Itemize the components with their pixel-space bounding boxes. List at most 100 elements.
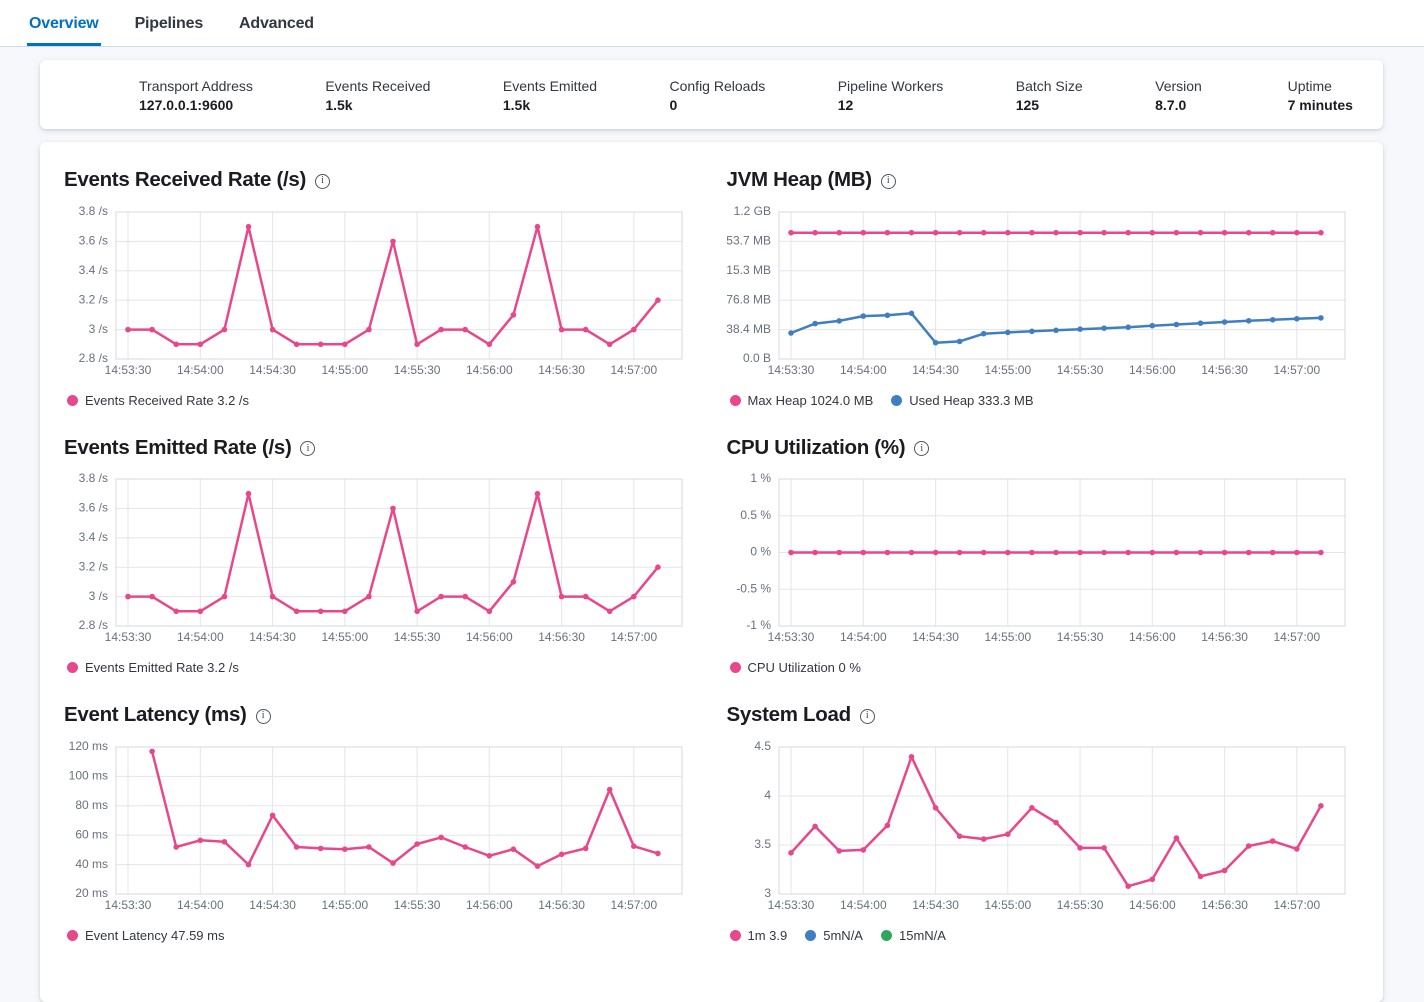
svg-text:14:55:00: 14:55:00 — [984, 363, 1031, 377]
chart-title: Event Latency (ms) — [64, 703, 247, 727]
stat-label: Transport Address — [139, 78, 253, 94]
svg-text:238.4 MB: 238.4 MB — [727, 321, 771, 335]
svg-text:14:55:00: 14:55:00 — [321, 630, 368, 644]
legend-dot-icon — [729, 394, 741, 406]
chart-events-received-rate: Events Received Rate (/s) i 2.8 /s 3 /s 3.… — [64, 168, 697, 408]
svg-text:3.8 /s: 3.8 /s — [79, 472, 108, 485]
svg-text:120 ms: 120 ms — [69, 740, 108, 753]
svg-text:14:53:30: 14:53:30 — [105, 898, 152, 912]
svg-text:14:55:30: 14:55:30 — [394, 630, 441, 644]
line-chart: -1 % -0.5 % 0 % 0.5 % 1 % 14:53:30 14:54:00 14:… — [727, 471, 1349, 653]
chart-title: Events Received Rate (/s) — [64, 168, 307, 191]
legend-item[interactable]: 5mN/A — [805, 928, 863, 943]
stat-label: Version — [1155, 78, 1202, 94]
svg-text:3.5: 3.5 — [754, 837, 771, 851]
line-chart: 2.8 /s 3 /s 3.2 /s 3.4 /s 3.6 /s 3.8 /s 14:53:… — [64, 471, 686, 653]
legend-item[interactable]: Events Received Rate 3.2 /s — [67, 393, 249, 408]
svg-text:14:57:00: 14:57:00 — [610, 898, 657, 912]
svg-text:14:56:30: 14:56:30 — [538, 898, 585, 912]
svg-text:14:55:30: 14:55:30 — [1056, 898, 1103, 912]
stat-uptime: Uptime 7 minutes — [1288, 78, 1353, 113]
chart-event-latency: Event Latency (ms) i 20 ms 40 ms 60 ms 80 m… — [64, 703, 697, 943]
svg-text:476.8 MB: 476.8 MB — [727, 292, 771, 306]
legend-label: Used Heap 333.3 MB — [909, 392, 1034, 408]
stat-label: Events Received — [325, 78, 431, 94]
stat-label: Pipeline Workers — [837, 78, 944, 94]
legend-item[interactable]: CPU Utilization 0 % — [729, 660, 861, 675]
legend-dot-icon — [805, 929, 817, 941]
chart-legend: Event Latency 47.59 ms — [64, 928, 697, 943]
svg-text:14:57:00: 14:57:00 — [610, 630, 657, 644]
chart-legend: Events Emitted Rate 3.2 /s — [64, 660, 697, 675]
legend-label: 1m 3.9 — [747, 927, 788, 943]
legend-item[interactable]: 15mN/A — [880, 927, 946, 943]
svg-text:14:54:00: 14:54:00 — [839, 630, 886, 644]
legend-item[interactable]: Events Emitted Rate 3.2 /s — [67, 660, 239, 675]
svg-text:14:54:30: 14:54:30 — [912, 363, 959, 377]
stat-value: 1.5k — [325, 97, 353, 113]
legend-item[interactable]: Used Heap 333.3 MB — [891, 392, 1034, 408]
svg-text:14:56:00: 14:56:00 — [1128, 363, 1175, 377]
svg-text:14:57:00: 14:57:00 — [1273, 898, 1320, 912]
svg-text:14:55:30: 14:55:30 — [1056, 630, 1103, 644]
info-icon[interactable]: i — [859, 708, 875, 724]
svg-text:14:57:00: 14:57:00 — [1273, 363, 1320, 377]
svg-text:14:55:00: 14:55:00 — [321, 898, 368, 912]
svg-text:14:54:00: 14:54:00 — [839, 898, 886, 912]
info-icon[interactable]: i — [255, 708, 271, 724]
chart-legend: CPU Utilization 0 % — [727, 660, 1360, 675]
svg-text:3 /s: 3 /s — [89, 321, 108, 335]
tab-pipelines[interactable]: Pipelines — [134, 15, 204, 32]
legend-dot-icon — [729, 662, 741, 674]
tab-overview[interactable]: Overview — [27, 0, 101, 46]
svg-text:14:54:30: 14:54:30 — [249, 630, 296, 644]
svg-text:4.5: 4.5 — [754, 740, 771, 753]
info-icon[interactable]: i — [914, 441, 930, 457]
svg-text:715.3 MB: 715.3 MB — [727, 263, 771, 277]
svg-text:14:56:30: 14:56:30 — [538, 630, 585, 644]
stat-pipeline-workers: Pipeline Workers 12 — [838, 78, 944, 113]
svg-text:14:55:00: 14:55:00 — [321, 363, 368, 377]
svg-text:80 ms: 80 ms — [75, 798, 108, 812]
svg-text:14:56:00: 14:56:00 — [466, 363, 513, 377]
charts-panel: Events Received Rate (/s) i 2.8 /s 3 /s 3.… — [40, 142, 1383, 1002]
svg-text:14:55:30: 14:55:30 — [394, 363, 441, 377]
legend-item[interactable]: 1m 3.9 — [729, 927, 788, 943]
legend-dot-icon — [67, 394, 78, 406]
svg-text:2.8 /s: 2.8 /s — [79, 351, 108, 365]
tab-advanced[interactable]: Advanced — [239, 15, 314, 32]
legend-dot-icon — [67, 929, 78, 941]
legend-dot-icon — [729, 929, 741, 941]
svg-text:14:55:00: 14:55:00 — [984, 898, 1031, 912]
svg-text:1.2 GB: 1.2 GB — [733, 205, 770, 218]
stat-value: 12 — [837, 97, 854, 113]
stat-value: 0 — [669, 97, 678, 113]
chart-cpu-utilization: CPU Utilization (%) i -1 % -0.5 % 0 % 0.5 %… — [727, 436, 1360, 675]
legend-label: Event Latency 47.59 ms — [85, 927, 225, 943]
svg-text:14:54:30: 14:54:30 — [249, 363, 296, 377]
stat-label: Batch Size — [1015, 78, 1083, 94]
svg-text:14:57:00: 14:57:00 — [610, 363, 657, 377]
svg-text:-1 %: -1 % — [746, 618, 771, 632]
svg-text:14:56:30: 14:56:30 — [1201, 630, 1248, 644]
legend-item[interactable]: Event Latency 47.59 ms — [67, 928, 224, 943]
stat-value: 8.7.0 — [1155, 97, 1187, 113]
info-icon[interactable]: i — [300, 441, 316, 457]
legend-dot-icon — [880, 929, 892, 941]
svg-text:3.2 /s: 3.2 /s — [79, 560, 108, 574]
legend-item[interactable]: Max Heap 1024.0 MB — [729, 392, 874, 408]
chart-system-load: System Load i 3 3.5 4 4.5 14:53:30 14:54:00 14… — [727, 703, 1360, 943]
svg-text:2.8 /s: 2.8 /s — [79, 618, 108, 632]
legend-label: Max Heap 1024.0 MB — [747, 392, 874, 408]
stat-version: Version 8.7.0 — [1155, 78, 1215, 113]
info-icon[interactable]: i — [880, 173, 896, 189]
svg-text:14:56:30: 14:56:30 — [1201, 898, 1248, 912]
stat-label: Events Emitted — [502, 78, 598, 94]
legend-label: 15mN/A — [898, 927, 946, 943]
svg-text:14:54:30: 14:54:30 — [249, 898, 296, 912]
info-icon[interactable]: i — [315, 173, 331, 189]
svg-text:14:57:00: 14:57:00 — [1273, 630, 1320, 644]
stat-batch-size: Batch Size 125 — [1016, 78, 1083, 113]
stat-events-emitted: Events Emitted 1.5k — [503, 78, 597, 113]
svg-text:4: 4 — [764, 788, 771, 802]
